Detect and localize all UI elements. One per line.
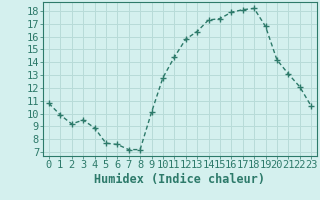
X-axis label: Humidex (Indice chaleur): Humidex (Indice chaleur) [94,173,266,186]
